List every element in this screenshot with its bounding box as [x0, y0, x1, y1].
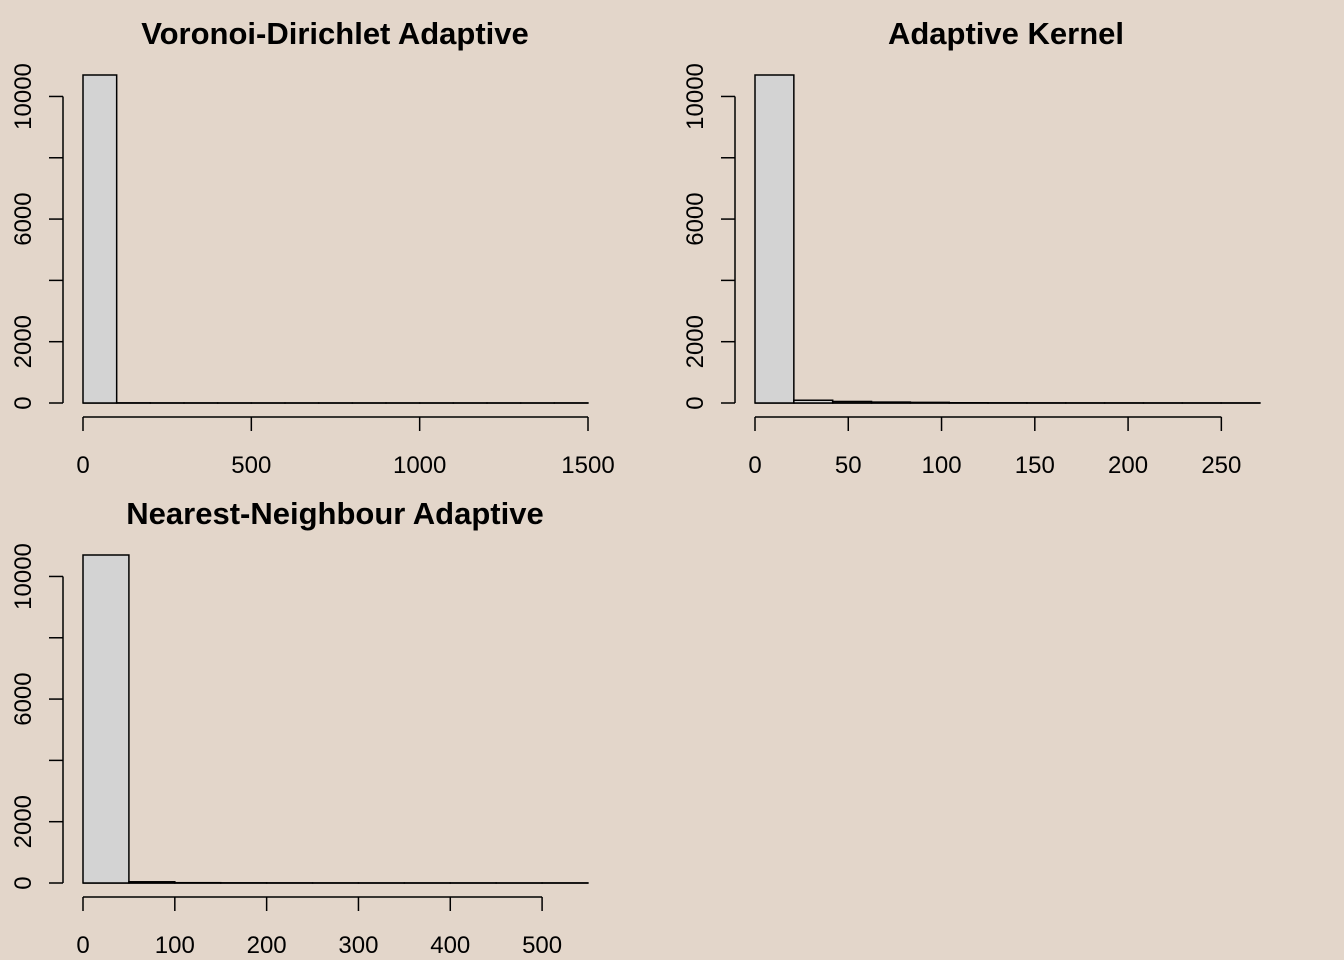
- histogram-bar: [793, 399, 834, 404]
- histogram-nearest-neighbour: Nearest-Neighbour Adaptive 0200060001000…: [10, 496, 589, 959]
- y-tick-label: 2000: [10, 795, 37, 848]
- x-tick-label: 200: [247, 932, 287, 959]
- x-tick-label: 250: [1201, 452, 1241, 479]
- x-tick-label: 1000: [393, 452, 446, 479]
- y-tick-label: 2000: [682, 315, 709, 368]
- histogram-bar: [909, 401, 950, 404]
- histogram-voronoi-dirichlet: Voronoi-Dirichlet Adaptive 0 2000 6000 1000…: [10, 16, 615, 479]
- x-tick-label: 500: [231, 452, 271, 479]
- histogram-bar: [82, 74, 118, 404]
- y-tick-label: 6000: [10, 672, 37, 725]
- x-tick-label: 0: [76, 452, 89, 479]
- histogram-bar: [870, 401, 912, 404]
- y-tick-label: 10000: [10, 63, 37, 130]
- y-tick-label: 0: [10, 876, 37, 889]
- histogram-bar: [831, 400, 873, 404]
- chart-title: Adaptive Kernel: [888, 16, 1124, 51]
- chart-title: Nearest-Neighbour Adaptive: [126, 496, 543, 531]
- y-tick-label: 10000: [10, 543, 37, 610]
- x-tick-label: 150: [1015, 452, 1055, 479]
- chart-title: Voronoi-Dirichlet Adaptive: [141, 16, 529, 51]
- histogram-bar: [82, 554, 130, 884]
- histogram-bar: [754, 74, 795, 404]
- histogram-bar: [128, 881, 176, 884]
- x-tick-label: 50: [835, 452, 862, 479]
- x-tick-label: 300: [338, 932, 378, 959]
- x-tick-label: 500: [522, 932, 562, 959]
- y-tick-label: 6000: [10, 192, 37, 245]
- y-tick-label: 2000: [10, 315, 37, 368]
- x-tick-label: 0: [748, 452, 761, 479]
- y-tick-label: 6000: [682, 192, 709, 245]
- x-tick-label: 1500: [561, 452, 614, 479]
- histogram-adaptive-kernel: Adaptive Kernel 0 2000 6000 10000 0 50 100 150 2…: [682, 16, 1261, 479]
- x-tick-label: 100: [922, 452, 962, 479]
- x-tick-label: 0: [76, 932, 89, 959]
- x-tick-label: 400: [430, 932, 470, 959]
- y-tick-label: 0: [682, 396, 709, 409]
- y-tick-label: 10000: [682, 63, 709, 130]
- x-tick-label: 200: [1108, 452, 1148, 479]
- x-tick-label: 100: [155, 932, 195, 959]
- y-tick-label: 0: [10, 396, 37, 409]
